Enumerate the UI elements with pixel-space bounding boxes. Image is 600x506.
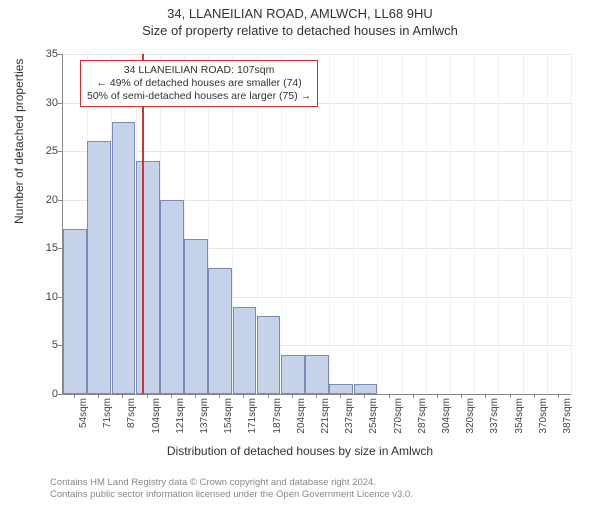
gridline-v — [426, 54, 427, 394]
credit-line-1: Contains HM Land Registry data © Crown c… — [50, 477, 413, 488]
histogram-bar — [305, 355, 329, 394]
x-tick-mark — [461, 394, 462, 398]
histogram-bar — [160, 200, 184, 394]
histogram-bar — [281, 355, 305, 394]
annotation-line-2: ← 49% of detached houses are smaller (74… — [87, 77, 311, 90]
x-tick-mark — [340, 394, 341, 398]
x-tick-label: 137sqm — [199, 398, 210, 434]
x-tick-mark — [147, 394, 148, 398]
x-tick-label: 370sqm — [538, 398, 549, 434]
gridline-v — [547, 54, 548, 394]
x-tick-label: 387sqm — [562, 398, 573, 434]
x-tick-label: 121sqm — [175, 398, 186, 434]
y-tick-mark — [58, 151, 62, 152]
x-tick-mark — [316, 394, 317, 398]
x-tick-label: 270sqm — [393, 398, 404, 434]
annotation-box: 34 LLANEILIAN ROAD: 107sqm← 49% of detac… — [80, 60, 318, 107]
y-tick-label: 0 — [38, 388, 58, 400]
histogram-bar — [112, 122, 136, 394]
y-tick-mark — [58, 297, 62, 298]
y-tick-mark — [58, 345, 62, 346]
histogram-bar — [257, 316, 281, 394]
x-tick-label: 104sqm — [151, 398, 162, 434]
chart-container: 34, LLANEILIAN ROAD, AMLWCH, LL68 9HU Si… — [0, 6, 600, 506]
x-tick-label: 254sqm — [368, 398, 379, 434]
x-tick-mark — [558, 394, 559, 398]
gridline-v — [450, 54, 451, 394]
x-tick-mark — [98, 394, 99, 398]
x-tick-mark — [195, 394, 196, 398]
gridline-v — [402, 54, 403, 394]
gridline-v — [329, 54, 330, 394]
y-tick-mark — [58, 248, 62, 249]
y-tick-label: 25 — [38, 145, 58, 157]
histogram-bar — [208, 268, 232, 394]
histogram-bar — [87, 141, 111, 394]
x-tick-mark — [219, 394, 220, 398]
x-tick-mark — [364, 394, 365, 398]
x-tick-label: 354sqm — [514, 398, 525, 434]
x-tick-label: 154sqm — [223, 398, 234, 434]
title-line-1: 34, LLANEILIAN ROAD, AMLWCH, LL68 9HU — [0, 6, 600, 21]
x-tick-mark — [122, 394, 123, 398]
x-tick-label: 204sqm — [296, 398, 307, 434]
x-tick-mark — [510, 394, 511, 398]
x-tick-mark — [268, 394, 269, 398]
y-tick-mark — [58, 394, 62, 395]
x-tick-label: 71sqm — [102, 398, 113, 428]
credits-text: Contains HM Land Registry data © Crown c… — [50, 477, 413, 500]
x-tick-label: 237sqm — [344, 398, 355, 434]
y-tick-label: 5 — [38, 339, 58, 351]
x-tick-mark — [74, 394, 75, 398]
y-tick-mark — [58, 200, 62, 201]
x-tick-label: 54sqm — [78, 398, 89, 428]
y-tick-label: 35 — [38, 48, 58, 60]
x-tick-mark — [389, 394, 390, 398]
y-tick-label: 15 — [38, 242, 58, 254]
gridline-v — [474, 54, 475, 394]
histogram-bar — [63, 229, 87, 394]
x-tick-label: 87sqm — [126, 398, 137, 428]
x-tick-mark — [413, 394, 414, 398]
gridline-v — [571, 54, 572, 394]
x-tick-mark — [437, 394, 438, 398]
gridline-v — [353, 54, 354, 394]
gridline-v — [523, 54, 524, 394]
histogram-bar — [233, 307, 257, 394]
annotation-line-3: 50% of semi-detached houses are larger (… — [87, 90, 311, 103]
x-tick-mark — [534, 394, 535, 398]
histogram-bar — [329, 384, 353, 394]
gridline-h — [63, 54, 571, 55]
x-tick-mark — [485, 394, 486, 398]
gridline-v — [498, 54, 499, 394]
y-tick-mark — [58, 103, 62, 104]
gridline-v — [377, 54, 378, 394]
x-tick-mark — [243, 394, 244, 398]
x-tick-mark — [171, 394, 172, 398]
x-tick-label: 320sqm — [465, 398, 476, 434]
histogram-bar — [136, 161, 160, 394]
x-tick-label: 287sqm — [417, 398, 428, 434]
x-tick-label: 187sqm — [272, 398, 283, 434]
x-tick-mark — [292, 394, 293, 398]
title-line-2: Size of property relative to detached ho… — [0, 23, 600, 38]
histogram-bar — [354, 384, 378, 394]
x-tick-label: 337sqm — [489, 398, 500, 434]
y-tick-label: 30 — [38, 97, 58, 109]
x-tick-label: 171sqm — [247, 398, 258, 434]
x-tick-label: 221sqm — [320, 398, 331, 434]
y-axis-label: Number of detached properties — [12, 59, 26, 224]
histogram-bar — [184, 239, 208, 394]
annotation-line-1: 34 LLANEILIAN ROAD: 107sqm — [87, 64, 311, 77]
y-tick-label: 20 — [38, 194, 58, 206]
y-tick-mark — [58, 54, 62, 55]
y-tick-label: 10 — [38, 291, 58, 303]
gridline-h — [63, 151, 571, 152]
x-axis-label: Distribution of detached houses by size … — [0, 444, 600, 458]
credit-line-2: Contains public sector information licen… — [50, 489, 413, 500]
x-tick-label: 304sqm — [441, 398, 452, 434]
